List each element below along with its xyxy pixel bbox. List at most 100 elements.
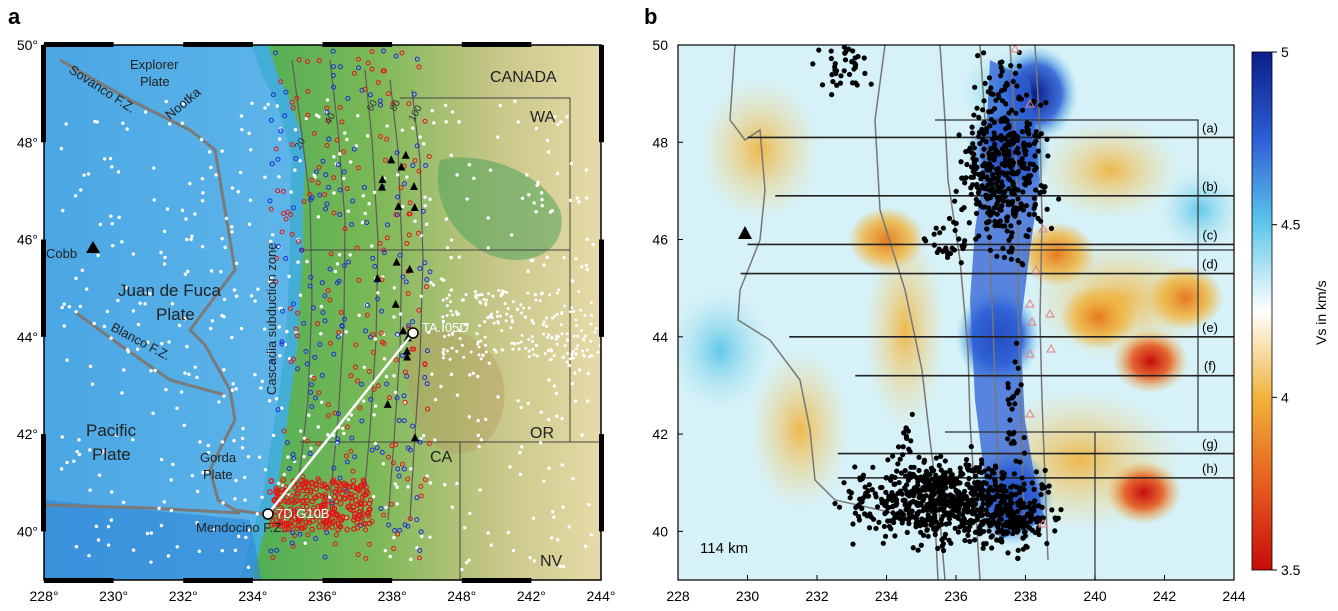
station-dot xyxy=(373,337,378,341)
earthquake-dot xyxy=(989,545,995,551)
station-dot xyxy=(390,101,396,107)
station-dot xyxy=(281,537,287,543)
station-dot xyxy=(373,441,378,446)
station-dot xyxy=(469,350,473,354)
station-dot xyxy=(442,347,446,351)
station-dot xyxy=(410,163,416,169)
station-dot xyxy=(386,395,392,401)
earthquake-dot xyxy=(1035,133,1042,140)
station-dot xyxy=(381,462,385,466)
station-dot xyxy=(417,555,423,561)
station-dot xyxy=(222,297,227,301)
station-dot xyxy=(82,173,86,177)
earthquake-dot xyxy=(988,85,994,91)
earthquake-dot xyxy=(950,501,956,507)
earthquake-dot xyxy=(916,520,922,526)
earthquake-dot xyxy=(983,480,989,487)
earthquake-dot xyxy=(985,519,991,525)
station-dot xyxy=(180,121,185,125)
profile-label: (c) xyxy=(1202,227,1217,242)
station-dot xyxy=(344,514,350,521)
station-dot xyxy=(282,113,288,119)
earthquake-dot xyxy=(942,470,949,476)
station-dot xyxy=(320,158,326,164)
frame-bar xyxy=(322,42,393,47)
station-dot xyxy=(475,332,479,336)
earthquake-dot xyxy=(1017,485,1023,491)
station-dot xyxy=(384,381,390,387)
station-dot xyxy=(298,247,304,253)
station-dot xyxy=(418,529,424,535)
station-dot xyxy=(315,321,321,327)
station-dot xyxy=(293,155,299,161)
station-dot xyxy=(255,512,259,516)
earthquake-dot xyxy=(1004,82,1011,88)
station-dot xyxy=(181,101,186,106)
y-tick-label: 50° xyxy=(17,37,38,53)
earthquake-dot xyxy=(983,541,989,547)
station-dot xyxy=(86,172,91,176)
station-dot xyxy=(230,388,235,392)
station-dot xyxy=(175,406,179,410)
station-dot xyxy=(268,279,272,284)
station-dot xyxy=(273,279,279,285)
earthquake-dot xyxy=(998,118,1004,125)
station-dot xyxy=(582,338,586,342)
station-dot xyxy=(547,466,551,471)
earthquake-dot xyxy=(935,545,941,551)
earthquake-dot xyxy=(884,504,891,511)
station-dot xyxy=(498,103,502,108)
earthquake-dot xyxy=(997,194,1003,200)
earthquake-dot xyxy=(1008,223,1014,229)
station-dot xyxy=(465,197,469,201)
earthquake-dot xyxy=(1036,531,1042,538)
station-dot xyxy=(309,382,315,388)
station-dot xyxy=(169,478,173,482)
earthquake-dot xyxy=(1021,504,1027,510)
earthquake-dot xyxy=(957,524,963,530)
y-tick-label: 42° xyxy=(17,426,38,442)
station-dot xyxy=(322,318,328,324)
earthquake-dot xyxy=(935,489,942,495)
station-dot xyxy=(149,369,153,373)
station-dot xyxy=(131,437,135,442)
earthquake-dot xyxy=(967,145,973,151)
station-dot xyxy=(406,323,412,329)
station-dot xyxy=(275,244,281,250)
station-dot xyxy=(401,204,405,209)
earthquake-dot xyxy=(920,478,927,484)
station-dot xyxy=(115,433,119,437)
earthquake-dot xyxy=(1014,529,1020,535)
earthquake-dot xyxy=(869,487,875,493)
station-dot xyxy=(379,308,385,314)
station-dot xyxy=(346,417,351,422)
station-dot xyxy=(449,288,454,292)
station-dot xyxy=(455,173,459,177)
station-dot xyxy=(363,211,367,216)
station-dot xyxy=(337,187,343,193)
earthquake-dot xyxy=(955,529,961,535)
station-dot xyxy=(489,543,493,547)
earthquake-dot xyxy=(1048,225,1055,231)
station-dot xyxy=(221,501,225,505)
station-dot xyxy=(65,358,69,362)
station-dot xyxy=(232,439,236,443)
station-dot xyxy=(400,353,406,359)
station-dot xyxy=(449,153,453,157)
station-dot xyxy=(303,348,309,354)
earthquake-dot xyxy=(999,59,1005,65)
station-dot xyxy=(280,406,284,410)
state-borders xyxy=(300,97,601,580)
station-dot xyxy=(467,415,472,419)
station-dot xyxy=(561,564,566,569)
station-dot xyxy=(296,57,302,63)
station-dot xyxy=(65,460,69,465)
station-dot xyxy=(422,260,428,266)
station-dot xyxy=(407,516,413,522)
station-dot xyxy=(333,532,339,538)
station-dot xyxy=(272,50,278,56)
station-dot xyxy=(404,373,410,379)
station-dot xyxy=(273,146,279,152)
earthquake-dot xyxy=(965,532,971,538)
earthquake-dot xyxy=(1007,142,1013,148)
